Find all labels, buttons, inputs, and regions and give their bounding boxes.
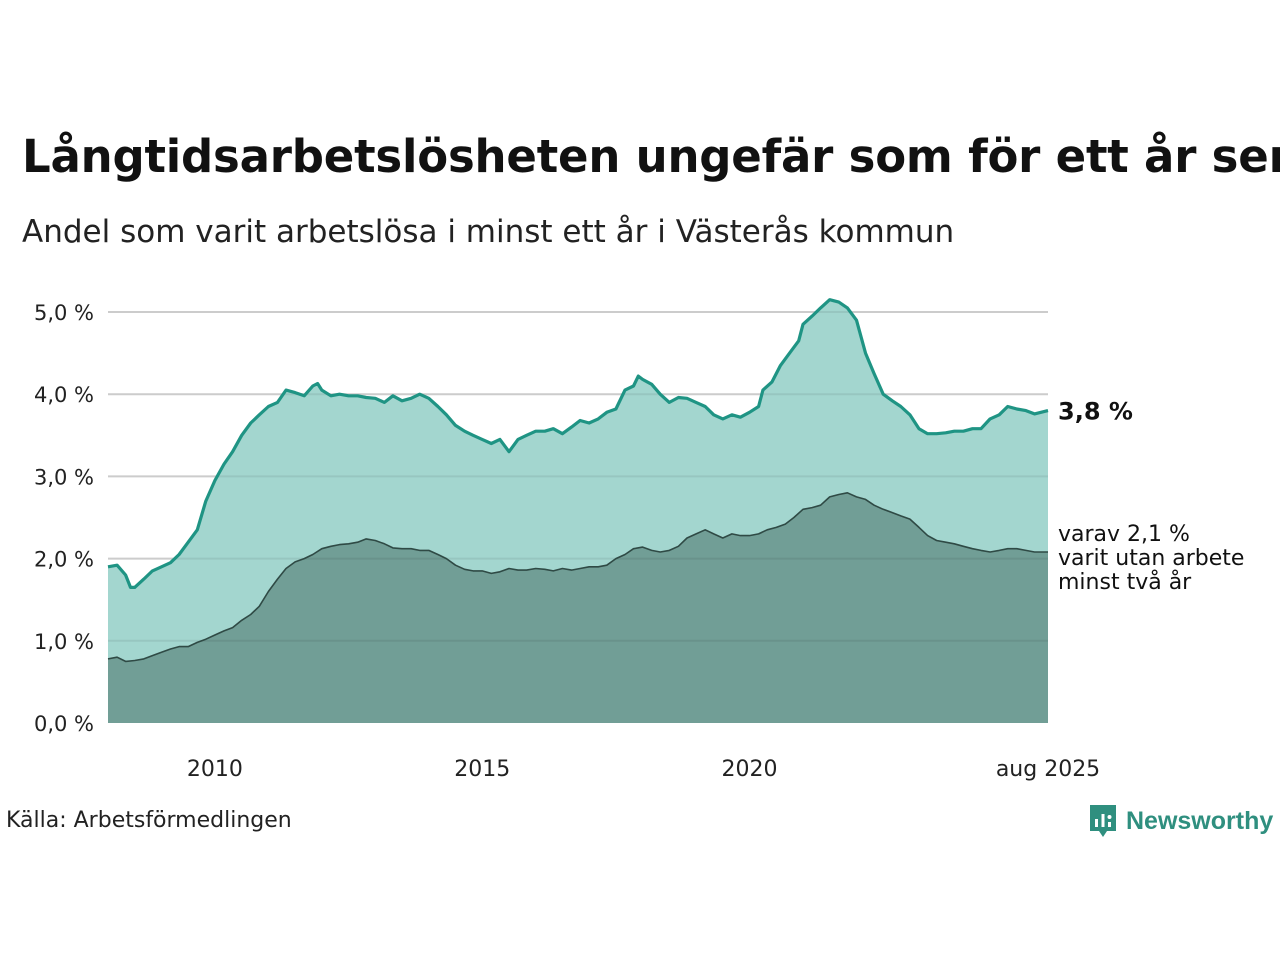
y-tick-label-4: 4,0 % [34,383,94,407]
brand-logo[interactable]: Newsworthy [1088,803,1273,839]
y-tick-label-0: 0,0 % [34,712,94,736]
y-axis-labels: 0,0 % 1,0 % 2,0 % 3,0 % 4,0 % 5,0 % [34,301,94,736]
y-tick-label-2: 2,0 % [34,548,94,572]
newsworthy-logo-icon [1090,805,1116,837]
x-tick-label-1: 2015 [454,757,510,782]
end-label-two-year-line-0: varav 2,1 % [1058,522,1190,547]
chart-subtitle: Andel som varit arbetslösa i minst ett å… [22,214,955,250]
x-tick-label-2: 2020 [722,757,778,782]
end-label-two-year-line-1: varit utan arbete [1058,546,1244,571]
brand-name: Newsworthy [1126,806,1274,835]
x-tick-label-3: aug 2025 [996,757,1100,782]
y-tick-label-3: 3,0 % [34,465,94,489]
y-tick-label-1: 1,0 % [34,630,94,654]
series-areas [107,298,1049,723]
line-one-year [107,298,1049,589]
area-chart: 0,0 %1,0 %2,0 %3,0 %4,0 %5,0 % 2010 2015 2… [34,298,1244,782]
area-two-year [108,492,1048,723]
end-label-one-year: 3,8 % [1058,398,1133,426]
series-end-labels: 3,8 % varav 2,1 % varit utan arbete minst t… [1058,398,1244,595]
end-label-two-year: varav 2,1 % varit utan arbete minst två år [1058,522,1244,595]
line-two-year [107,492,1048,663]
y-tick-label-5: 5,0 % [34,301,94,325]
source-note: Källa: Arbetsförmedlingen [6,808,292,833]
chart-title: Långtidsarbetslösheten ungefär som för e… [22,130,1280,183]
end-label-two-year-line-2: minst två år [1058,569,1192,595]
x-tick-label-0: 2010 [187,757,243,782]
x-axis-labels: 2010 2015 2020 aug 2025 [187,757,1100,782]
